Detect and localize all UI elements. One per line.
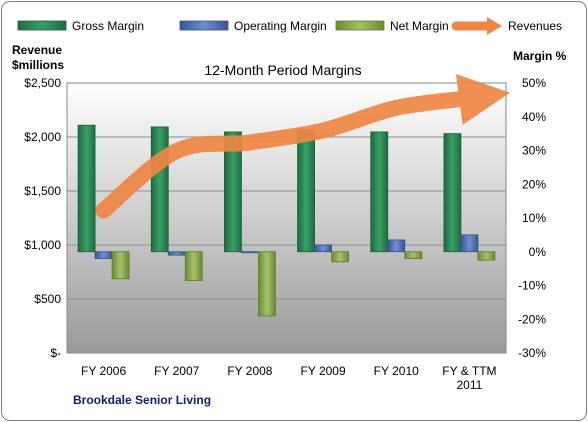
right-tick-label: -20% [518, 312, 546, 326]
bar-gross-margin [297, 129, 315, 253]
bar-gross-margin [77, 124, 96, 253]
bar-net-margin [404, 251, 423, 259]
right-tick-label: 10% [522, 211, 546, 225]
right-axis-title: Margin % [513, 49, 567, 63]
right-tick-label: -10% [518, 279, 546, 293]
right-tick-label: -30% [518, 346, 546, 360]
category-label: FY 2007 [154, 364, 199, 378]
bar-operating-margin [460, 234, 479, 253]
legend: Gross Margin Operating Margin Net Margin Re… [17, 17, 562, 35]
bar-net-margin [477, 251, 496, 261]
left-axis-title-line-1: Revenue [12, 43, 62, 57]
bar-gross-margin [443, 133, 462, 253]
left-tick-label: $1,500 [24, 184, 61, 198]
bar-net-margin [111, 251, 130, 280]
left-tick-label: $2,000 [24, 130, 61, 144]
left-tick-label: $2,500 [24, 76, 61, 90]
right-tick-label: 30% [522, 144, 546, 158]
legend-label: Revenues [508, 19, 562, 33]
category-label: FY 2010 [374, 364, 419, 378]
category-label: 2011 [457, 378, 483, 392]
bar-operating-margin [241, 251, 259, 254]
right-tick-label: 0% [529, 245, 547, 259]
left-axis-title-line-2: $millions [12, 58, 64, 72]
left-tick-label: $500 [34, 292, 61, 306]
category-label: FY 2009 [301, 364, 346, 378]
right-tick-label: 40% [522, 110, 546, 124]
bar-operating-margin [94, 251, 113, 259]
bar-net-margin [331, 251, 349, 263]
left-tick-label: $- [50, 346, 61, 360]
category-label: FY 2008 [227, 364, 272, 378]
left-tick-label: $1,000 [24, 238, 61, 252]
bar-operating-margin [387, 239, 406, 253]
legend-swatch [17, 20, 67, 31]
legend-swatch-arrow [487, 17, 502, 35]
bar-gross-margin [224, 131, 242, 253]
bar-net-margin [184, 251, 203, 281]
bar-operating-margin [167, 251, 186, 256]
legend-label: Net Margin [390, 19, 449, 33]
legend-label: Operating Margin [234, 19, 327, 33]
chart-title: 12-Month Period Margins [204, 62, 361, 78]
revenue-line-path [95, 74, 511, 219]
category-label: FY 2006 [81, 364, 126, 378]
legend-swatch [179, 20, 229, 31]
category-label: FY & TTM [442, 364, 496, 378]
bar-gross-margin [150, 126, 169, 253]
footer-company-name: Brookdale Senior Living [73, 393, 211, 407]
plot-area [66, 82, 507, 354]
revenue-line [95, 74, 511, 219]
bar-net-margin [258, 251, 276, 317]
bar-gross-margin [370, 131, 389, 253]
bar-operating-margin [314, 244, 332, 253]
right-tick-label: 50% [522, 76, 546, 90]
axis-ticks: $2,500 $2,000 $1,500 $1,000 $500 $- 50% 40% 30% 2… [24, 76, 546, 392]
legend-swatch [335, 20, 385, 31]
legend-label: Gross Margin [72, 19, 144, 33]
right-tick-label: 20% [522, 177, 546, 191]
